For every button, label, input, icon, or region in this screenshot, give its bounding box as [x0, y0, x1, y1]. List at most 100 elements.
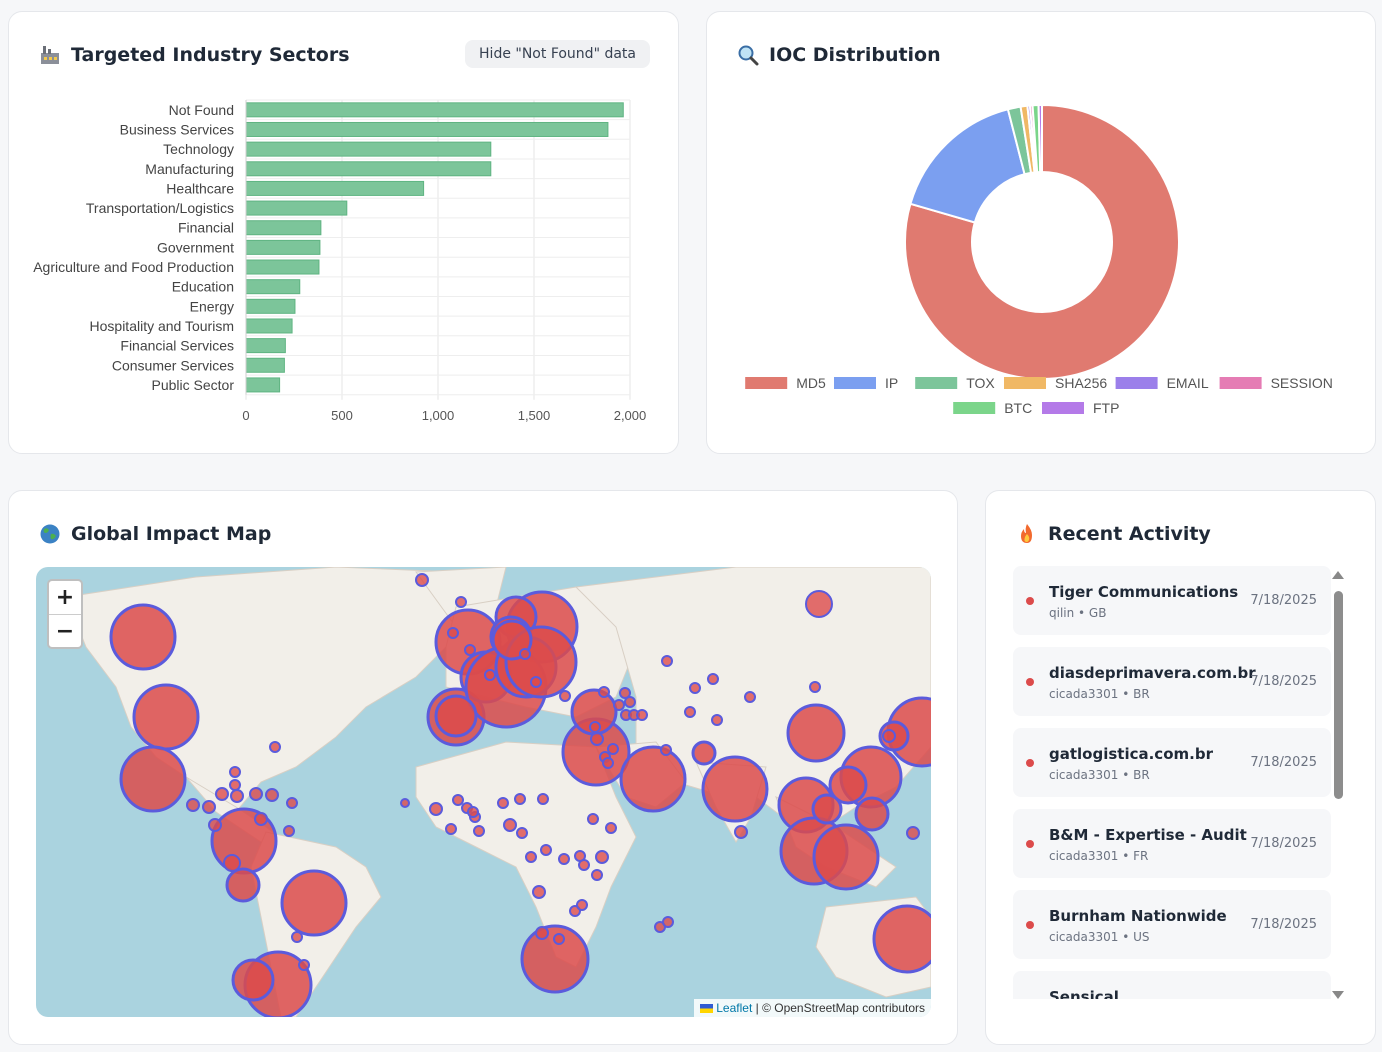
impact-circle[interactable]	[707, 673, 719, 685]
impact-circle[interactable]	[265, 788, 279, 802]
impact-circle[interactable]	[576, 899, 588, 911]
impact-circle[interactable]	[208, 818, 222, 832]
impact-circle[interactable]	[591, 869, 603, 881]
impact-circle[interactable]	[660, 744, 672, 756]
impact-circle[interactable]	[872, 904, 931, 974]
impact-circle[interactable]	[701, 755, 769, 823]
donut-slice[interactable]	[909, 108, 1026, 224]
impact-circle[interactable]	[452, 794, 464, 806]
impact-circle[interactable]	[215, 787, 229, 801]
impact-circle[interactable]	[619, 687, 631, 699]
impact-circle[interactable]	[464, 644, 476, 656]
impact-circle[interactable]	[503, 818, 517, 832]
impact-circle[interactable]	[186, 798, 200, 812]
impact-circle[interactable]	[467, 806, 479, 818]
impact-circle[interactable]	[119, 745, 187, 813]
legend-label[interactable]: SESSION	[1271, 375, 1333, 391]
scroll-up-arrow-icon[interactable]	[1332, 571, 1344, 579]
legend-label[interactable]: BTC	[1004, 400, 1032, 416]
impact-circle[interactable]	[298, 959, 310, 971]
map-canvas[interactable]	[36, 567, 931, 1017]
impact-circles[interactable]	[109, 573, 931, 1017]
impact-circle[interactable]	[589, 721, 601, 733]
impact-circle[interactable]	[812, 823, 880, 891]
impact-circle[interactable]	[684, 706, 696, 718]
bar[interactable]	[245, 338, 286, 354]
impact-circle[interactable]	[455, 596, 467, 608]
impact-circle[interactable]	[514, 793, 526, 805]
impact-circle[interactable]	[553, 933, 565, 945]
impact-circle[interactable]	[613, 699, 625, 711]
impact-circle[interactable]	[280, 869, 348, 937]
legend-label[interactable]: IP	[885, 375, 898, 391]
impact-circle[interactable]	[254, 812, 268, 826]
impact-circle[interactable]	[854, 796, 890, 832]
impact-circle[interactable]	[520, 924, 590, 994]
zoom-in-button[interactable]: +	[55, 585, 75, 610]
impact-circle[interactable]	[691, 740, 717, 766]
impact-circle[interactable]	[587, 813, 599, 825]
activity-item[interactable]: gatlogistica.com.br cicada3301 • BR 7/18…	[1013, 728, 1331, 797]
bar[interactable]	[245, 239, 321, 255]
scroll-thumb[interactable]	[1334, 591, 1343, 799]
impact-circle[interactable]	[445, 823, 457, 835]
impact-circle[interactable]	[607, 743, 619, 755]
bar[interactable]	[245, 279, 301, 295]
bar[interactable]	[245, 377, 281, 393]
impact-circle[interactable]	[230, 789, 244, 803]
impact-circle[interactable]	[744, 691, 756, 703]
impact-circle[interactable]	[624, 696, 636, 708]
activity-item[interactable]: Burnham Nationwide cicada3301 • US 7/18/…	[1013, 890, 1331, 959]
bar[interactable]	[245, 121, 609, 137]
donut-slice[interactable]	[904, 103, 1180, 380]
bar[interactable]	[245, 318, 293, 334]
impact-circle[interactable]	[530, 676, 542, 688]
impact-circle[interactable]	[109, 603, 177, 671]
impact-circle[interactable]	[532, 885, 546, 899]
legend-label[interactable]: SHA256	[1055, 375, 1107, 391]
world-map[interactable]: + − Leaflet | © OpenStreetMap contributo…	[36, 567, 931, 1017]
impact-circle[interactable]	[786, 703, 846, 763]
impact-circle[interactable]	[473, 825, 485, 837]
leaflet-link[interactable]: Leaflet	[716, 1001, 753, 1015]
impact-circle[interactable]	[809, 681, 821, 693]
impact-circle[interactable]	[619, 745, 687, 813]
activity-item[interactable]: B&M - Expertise - Audit cicada3301 • FR …	[1013, 809, 1331, 878]
legend-label[interactable]: TOX	[966, 375, 995, 391]
bar[interactable]	[245, 180, 425, 196]
impact-circle[interactable]	[132, 683, 200, 751]
impact-circle[interactable]	[662, 916, 674, 928]
impact-circle[interactable]	[249, 787, 263, 801]
impact-circle[interactable]	[734, 825, 748, 839]
legend-label[interactable]: FTP	[1093, 400, 1119, 416]
impact-circle[interactable]	[286, 797, 298, 809]
legend-label[interactable]: MD5	[796, 375, 826, 391]
activity-scrollbar[interactable]	[1332, 571, 1344, 999]
zoom-out-button[interactable]: −	[49, 614, 81, 647]
activity-list[interactable]: Tiger Communications qilin • GB 7/18/202…	[1013, 566, 1331, 999]
impact-circle[interactable]	[559, 690, 571, 702]
bar[interactable]	[245, 357, 285, 373]
bar[interactable]	[245, 220, 322, 236]
donut-slice[interactable]	[1037, 103, 1043, 174]
legend-label[interactable]: EMAIL	[1167, 375, 1209, 391]
impact-circle[interactable]	[598, 686, 610, 698]
impact-circle[interactable]	[231, 958, 275, 1002]
bar[interactable]	[245, 259, 320, 275]
impact-circle[interactable]	[661, 655, 673, 667]
scroll-down-arrow-icon[interactable]	[1332, 991, 1344, 999]
impact-circle[interactable]	[805, 590, 833, 618]
impact-circle[interactable]	[229, 766, 241, 778]
impact-circle[interactable]	[590, 732, 604, 746]
impact-circle[interactable]	[906, 826, 920, 840]
impact-circle[interactable]	[283, 825, 295, 837]
impact-circle[interactable]	[882, 729, 896, 743]
impact-circle[interactable]	[415, 573, 429, 587]
hide-not-found-button[interactable]: Hide "Not Found" data	[465, 40, 650, 68]
impact-circle[interactable]	[516, 827, 528, 839]
impact-circle[interactable]	[605, 822, 617, 834]
impact-circle[interactable]	[828, 765, 868, 805]
bar[interactable]	[245, 298, 296, 314]
impact-circle[interactable]	[202, 800, 216, 814]
impact-circle[interactable]	[578, 859, 590, 871]
